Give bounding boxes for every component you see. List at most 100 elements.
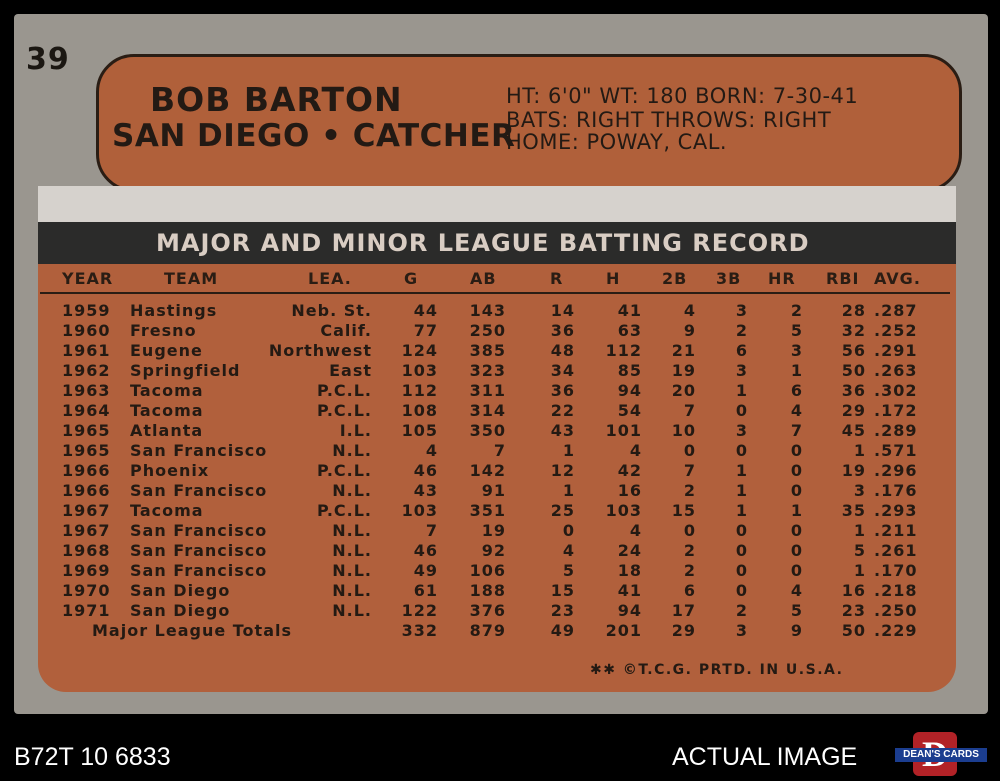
cell-triples: 6 <box>735 341 748 360</box>
header-home-runs: HR <box>768 269 796 288</box>
cell-rbi: 35 <box>841 501 866 520</box>
cell-year: 1971 <box>62 601 111 620</box>
cell-average: .291 <box>874 341 918 360</box>
cell-triples: 0 <box>735 441 748 460</box>
cell-rbi: 45 <box>841 421 866 440</box>
cell-hits: 54 <box>617 401 642 420</box>
cell-league: P.C.L. <box>317 401 372 420</box>
cell-doubles: 19 <box>671 361 696 380</box>
cell-team: Tacoma <box>130 501 204 520</box>
cell-runs: 25 <box>550 501 575 520</box>
cell-doubles: 2 <box>683 541 696 560</box>
cell-hits: 112 <box>605 341 642 360</box>
cell-triples: 2 <box>735 321 748 340</box>
cell-average: .250 <box>874 601 918 620</box>
cell-doubles: 15 <box>671 501 696 520</box>
cell-league: Calif. <box>320 321 372 340</box>
cell-doubles: 7 <box>683 401 696 420</box>
cell-runs: 22 <box>550 401 575 420</box>
cell-at-bats: 142 <box>469 461 506 480</box>
cell-league: N.L. <box>332 541 372 560</box>
header-triples: 3B <box>716 269 742 288</box>
cell-doubles: 17 <box>671 601 696 620</box>
cell-league: N.L. <box>332 581 372 600</box>
cell-games: 49 <box>413 561 438 580</box>
cell-games: 77 <box>413 321 438 340</box>
cell-year: 1959 <box>62 301 111 320</box>
cell-doubles: 2 <box>683 481 696 500</box>
record-title-bar: MAJOR AND MINOR LEAGUE BATTING RECORD <box>38 222 956 264</box>
cell-league: N.L. <box>332 441 372 460</box>
cell-hits: 94 <box>617 601 642 620</box>
cell-team: Phoenix <box>130 461 210 480</box>
cell-rbi: 56 <box>841 341 866 360</box>
cell-at-bats: 92 <box>481 541 506 560</box>
cell-year: 1967 <box>62 521 111 540</box>
cell-games: 103 <box>401 501 438 520</box>
cell-games: 46 <box>413 541 438 560</box>
cell-games: 43 <box>413 481 438 500</box>
totals-label: Major League Totals <box>92 621 292 640</box>
cell-triples: 0 <box>735 541 748 560</box>
cell-team: Hastings <box>130 301 218 320</box>
header-hits: H <box>606 269 621 288</box>
cell-average: .263 <box>874 361 918 380</box>
cell-runs: 12 <box>550 461 575 480</box>
cell-league: P.C.L. <box>317 381 372 400</box>
cell-doubles: 9 <box>683 321 696 340</box>
cell-home-runs: 0 <box>790 481 803 500</box>
cell-team: San Diego <box>130 581 231 600</box>
cell-year: 1965 <box>62 421 111 440</box>
header-at-bats: AB <box>470 269 497 288</box>
record-title: MAJOR AND MINOR LEAGUE BATTING RECORD <box>156 229 810 257</box>
cell-runs: 0 <box>562 521 575 540</box>
totals-average: .229 <box>874 621 918 640</box>
cell-hits: 4 <box>629 441 642 460</box>
cell-league: N.L. <box>332 481 372 500</box>
cell-hits: 16 <box>617 481 642 500</box>
cell-league: P.C.L. <box>317 461 372 480</box>
cell-triples: 3 <box>735 421 748 440</box>
cell-rbi: 1 <box>853 561 866 580</box>
header-rule <box>40 292 950 294</box>
cell-team: San Francisco <box>130 441 268 460</box>
totals-triples: 3 <box>735 621 748 640</box>
stats-header-row: YEAR TEAM LEA. G AB R H 2B 3B HR RBI AVG… <box>0 269 1000 289</box>
cell-year: 1968 <box>62 541 111 560</box>
cell-rbi: 36 <box>841 381 866 400</box>
cell-average: .218 <box>874 581 918 600</box>
cell-games: 105 <box>401 421 438 440</box>
cell-home-runs: 3 <box>790 341 803 360</box>
cell-year: 1960 <box>62 321 111 340</box>
cell-triples: 0 <box>735 561 748 580</box>
cell-hits: 41 <box>617 301 642 320</box>
cell-rbi: 29 <box>841 401 866 420</box>
cell-rbi: 50 <box>841 361 866 380</box>
totals-row: Major League Totals 332 879 49 201 29 3 … <box>0 621 1000 641</box>
cell-home-runs: 0 <box>790 521 803 540</box>
stats-row: 1967 San Francisco N.L. 7 19 0 4 0 0 0 1 .211 <box>0 521 1000 541</box>
cell-triples: 3 <box>735 301 748 320</box>
cell-team: Tacoma <box>130 381 204 400</box>
cell-triples: 3 <box>735 361 748 380</box>
cell-home-runs: 1 <box>790 361 803 380</box>
cell-triples: 1 <box>735 381 748 400</box>
cell-at-bats: 188 <box>469 581 506 600</box>
inventory-id: B72T 10 6833 <box>14 743 171 771</box>
cell-runs: 34 <box>550 361 575 380</box>
cell-hits: 4 <box>629 521 642 540</box>
stats-row: 1965 Atlanta I.L. 105 350 43 101 10 3 7 45 .289 <box>0 421 1000 441</box>
cell-at-bats: 350 <box>469 421 506 440</box>
cell-runs: 4 <box>562 541 575 560</box>
cell-home-runs: 5 <box>790 601 803 620</box>
header-year: YEAR <box>62 269 114 288</box>
cell-at-bats: 106 <box>469 561 506 580</box>
cell-home-runs: 1 <box>790 501 803 520</box>
cell-at-bats: 323 <box>469 361 506 380</box>
cell-average: .293 <box>874 501 918 520</box>
cell-year: 1963 <box>62 381 111 400</box>
cell-runs: 36 <box>550 381 575 400</box>
cell-runs: 23 <box>550 601 575 620</box>
stats-row: 1964 Tacoma P.C.L. 108 314 22 54 7 0 4 29 .172 <box>0 401 1000 421</box>
cell-games: 112 <box>401 381 438 400</box>
